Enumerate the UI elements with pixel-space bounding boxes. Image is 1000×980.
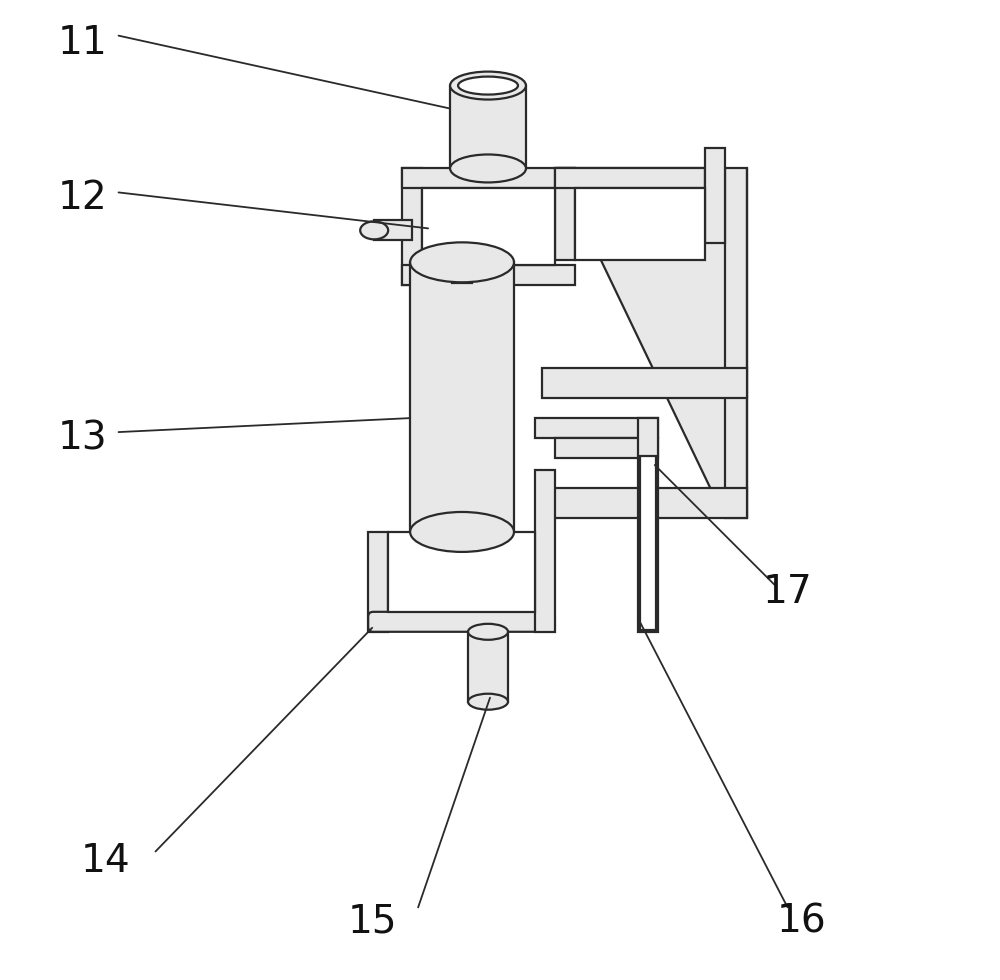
Bar (725, 169, 747, 518)
Bar (575, 188, 705, 261)
Text: 16: 16 (777, 903, 826, 941)
Bar (410, 263, 514, 532)
Bar (422, 188, 555, 266)
Bar (535, 418, 658, 438)
Ellipse shape (360, 221, 388, 239)
Bar (535, 470, 555, 632)
Ellipse shape (410, 512, 514, 552)
Bar (388, 532, 535, 612)
Bar (638, 418, 658, 632)
Bar (542, 488, 747, 518)
Bar (555, 169, 705, 188)
Bar (452, 263, 472, 283)
Bar (402, 169, 575, 188)
Ellipse shape (458, 76, 518, 94)
Bar (374, 220, 412, 240)
Ellipse shape (450, 72, 526, 100)
Ellipse shape (468, 624, 508, 640)
Ellipse shape (468, 694, 508, 710)
Bar (705, 149, 725, 243)
Bar (542, 368, 747, 398)
Bar (368, 532, 388, 632)
Text: 14: 14 (81, 843, 130, 880)
Text: 11: 11 (58, 24, 107, 62)
Bar (555, 169, 575, 261)
Text: 12: 12 (58, 179, 107, 218)
Text: 17: 17 (763, 573, 812, 611)
Text: 13: 13 (58, 419, 107, 457)
Bar (468, 632, 508, 702)
Bar (450, 85, 526, 169)
Ellipse shape (410, 242, 514, 282)
Text: 15: 15 (347, 903, 397, 941)
Bar (640, 456, 656, 630)
FancyBboxPatch shape (368, 612, 555, 632)
Ellipse shape (450, 155, 526, 182)
Bar (402, 266, 575, 285)
Bar (402, 169, 422, 285)
Polygon shape (557, 169, 725, 518)
Bar (555, 438, 658, 458)
